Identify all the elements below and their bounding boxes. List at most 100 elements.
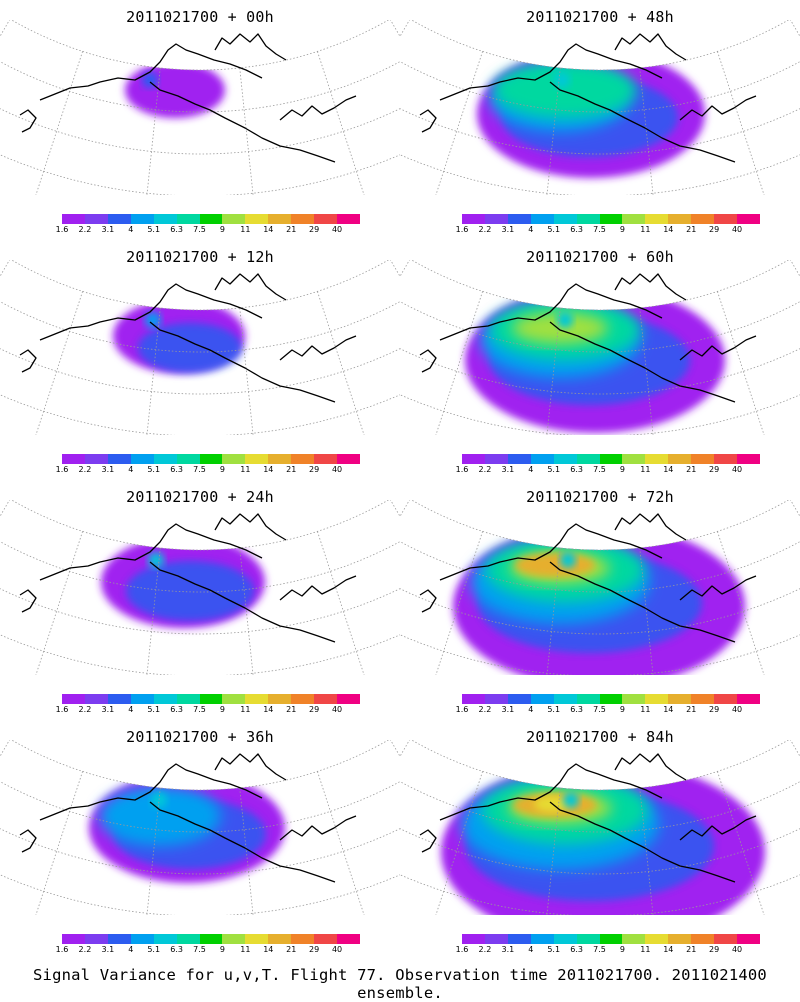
colorbar-swatches: [62, 454, 360, 464]
colorbar-swatch: [507, 694, 531, 704]
coastline-alaska-south: [149, 81, 336, 163]
colorbar-swatch: [176, 454, 200, 464]
colorbar-tick-label: 40: [731, 705, 743, 714]
colorbar-tick-label: 6.3: [170, 945, 183, 954]
colorbar-tick-label: 21: [286, 225, 297, 234]
colorbar-swatches: [62, 214, 360, 224]
colorbar-tick-label: 6.3: [570, 945, 583, 954]
colorbar-tick-label: 5.1: [547, 465, 561, 474]
colorbar-labels: 1.6 2.2 3.1 4 5.1 6.3 7.5 9 11 14 21 29 40: [56, 705, 360, 719]
colorbar-tick-label: 1.6: [455, 225, 469, 234]
meridian: [400, 20, 410, 38]
colorbar-tick-label: 2.2: [78, 465, 92, 474]
colorbar-tick-label: 40: [731, 945, 743, 954]
colorbar-tick-label: 7.5: [593, 705, 606, 714]
coastline-siberia: [419, 589, 437, 613]
colorbar-swatch: [599, 214, 623, 224]
colorbar: 1.6 2.2 3.1 4 5.1 6.3 7.5 9 11 14 21 29 40: [456, 214, 760, 242]
colorbar-swatch: [576, 214, 600, 224]
colorbar-swatch: [153, 214, 177, 224]
coastline-canadian-arctic: [214, 273, 287, 301]
coastline-canadian-arctic: [214, 33, 287, 61]
meridian: [390, 260, 400, 278]
colorbar-tick-label: 5.1: [547, 705, 561, 714]
colorbar-swatch: [199, 454, 223, 464]
variance-local-max: [557, 312, 573, 328]
meridian: [546, 547, 561, 675]
colorbar-tick-label: 3.1: [501, 705, 515, 714]
colorbar-swatch: [268, 934, 292, 944]
variance-field: [477, 50, 705, 178]
colorbar-swatches: [62, 934, 360, 944]
colorbar-swatch: [222, 454, 246, 464]
parallel: [400, 781, 800, 833]
colorbar-tick-label: 5.1: [547, 945, 561, 954]
colorbar-swatch: [599, 454, 623, 464]
meridian: [790, 500, 800, 518]
colorbar-tick-label: 14: [663, 945, 674, 954]
colorbar-swatch: [714, 934, 738, 944]
map-boundary: [410, 500, 790, 551]
meridian: [546, 67, 561, 195]
colorbar-tick-label: 29: [309, 945, 320, 954]
panel-36h: 2011021700 + 36h 1.6 2.2 3.1 4 5.1 6.3 7.5 9 11 1…: [0, 720, 400, 965]
meridian: [35, 51, 83, 195]
colorbar-swatch: [691, 934, 715, 944]
meridian: [546, 307, 561, 435]
colorbar-tick-label: 11: [640, 945, 651, 954]
coastline-hudson-bay: [679, 575, 757, 601]
colorbar-swatch: [337, 214, 360, 224]
parallel: [0, 828, 400, 875]
panel-48h: 2011021700 + 48h 1.6 2.2 3.1 4 5.1 6.3 7.5 9 11 1…: [400, 0, 800, 245]
coastline-siberia: [19, 829, 37, 853]
map-24h: [0, 500, 400, 675]
colorbar-swatch: [84, 694, 108, 704]
colorbar-tick-label: 4: [528, 465, 534, 474]
colorbar-swatch: [245, 934, 269, 944]
colorbar-swatches: [462, 454, 760, 464]
colorbar: 1.6 2.2 3.1 4 5.1 6.3 7.5 9 11 14 21 29 40: [56, 454, 360, 482]
coastline-hudson-bay: [679, 95, 757, 121]
coastline-siberia: [19, 349, 37, 373]
panel-title: 2011021700 + 00h: [126, 8, 274, 26]
colorbar-swatch: [507, 934, 531, 944]
map-72h: [400, 500, 800, 675]
colorbar-tick-label: 4: [128, 225, 134, 234]
map-12h: [0, 260, 400, 435]
variance-local-max: [145, 312, 161, 328]
colorbar-swatch: [462, 214, 485, 224]
parallel: [0, 348, 400, 395]
variance-level-10: [515, 553, 595, 577]
meridian: [317, 51, 365, 195]
colorbar-swatch: [314, 454, 338, 464]
panel-title: 2011021700 + 12h: [126, 248, 274, 266]
colorbar-tick-label: 9: [219, 465, 225, 474]
map-48h: [400, 20, 800, 195]
variance-level-6: [494, 62, 636, 118]
map-36h: [0, 740, 400, 915]
colorbar-swatch: [291, 454, 315, 464]
parallel: [0, 588, 400, 635]
graticule: [400, 740, 800, 915]
meridian: [435, 771, 483, 915]
meridian: [400, 740, 410, 758]
graticule: [400, 260, 800, 435]
colorbar-tick-label: 21: [686, 945, 697, 954]
colorbar-swatch: [107, 454, 131, 464]
map-boundary: [10, 500, 390, 551]
coastline-alaska-south: [149, 801, 336, 883]
colorbar-tick-label: 2.2: [78, 945, 92, 954]
colorbar-tick-label: 9: [219, 705, 225, 714]
colorbar-tick-label: 1.6: [55, 465, 69, 474]
colorbar-tick-label: 6.3: [170, 225, 183, 234]
colorbar-swatch: [714, 694, 738, 704]
coastline-alaska-north: [39, 43, 263, 101]
coastline-canadian-arctic: [614, 513, 687, 541]
colorbar-swatch: [530, 694, 554, 704]
variance-local-max: [148, 552, 164, 568]
variance-local-max: [151, 792, 167, 808]
colorbar-tick-label: 6.3: [570, 225, 583, 234]
meridian: [639, 67, 654, 195]
meridian: [317, 531, 365, 675]
colorbar-tick-label: 4: [528, 945, 534, 954]
